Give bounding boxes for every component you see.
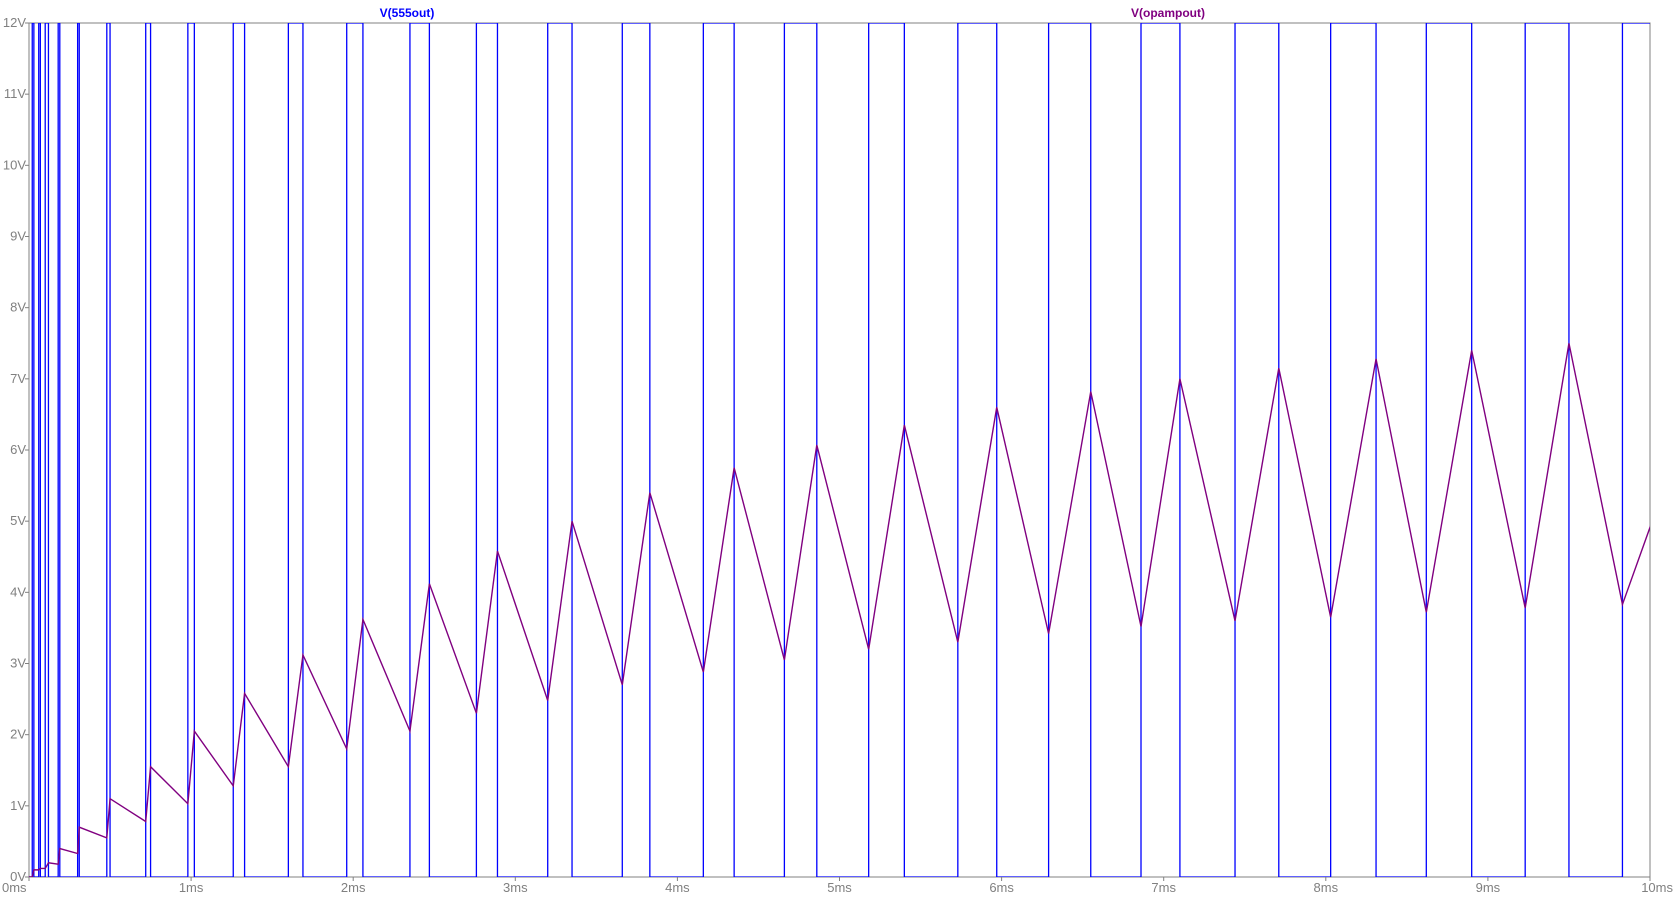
x-tick-label: 1ms <box>179 880 204 895</box>
y-tick-label: 1V <box>10 798 26 813</box>
x-tick-label: 2ms <box>341 880 366 895</box>
series-line-opampout[interactable] <box>29 343 1666 877</box>
y-tick-label: 9V <box>10 229 26 244</box>
y-tick-label: 0V <box>10 869 26 884</box>
y-tick-label: 4V <box>10 584 26 599</box>
y-tick-label: 6V <box>10 442 26 457</box>
series-layer <box>29 23 1675 877</box>
x-tick-label: 6ms <box>989 880 1014 895</box>
y-tick-label: 2V <box>10 727 26 742</box>
legend-label-555out[interactable]: V(555out) <box>380 6 435 20</box>
y-tick-label: 8V <box>10 300 26 315</box>
y-tick-label: 3V <box>10 656 26 671</box>
y-tick-label: 12V <box>3 15 26 30</box>
x-tick-label: 10ms <box>1641 880 1673 895</box>
y-tick-label: 11V <box>4 86 26 101</box>
axis-ticks: 0V 1V 2V 3V 4V 5V 6V 7V 8V 9V 10V 11V 12V 0ms 1ms 2ms 3m… <box>2 15 1673 895</box>
x-tick-label: 5ms <box>827 880 852 895</box>
x-tick-label: 4ms <box>665 880 690 895</box>
y-tick-label: 5V <box>10 513 26 528</box>
x-tick-label: 0ms <box>2 880 27 895</box>
x-tick-label: 8ms <box>1314 880 1339 895</box>
plot-area <box>28 22 1651 878</box>
y-tick-label: 7V <box>10 371 26 386</box>
legend-label-opampout[interactable]: V(opampout) <box>1131 6 1205 20</box>
series-line-555out[interactable] <box>29 23 1675 877</box>
x-tick-label: 7ms <box>1151 880 1176 895</box>
x-tick-label: 3ms <box>503 880 528 895</box>
x-tick-label: 9ms <box>1476 880 1501 895</box>
y-tick-label: 10V <box>3 157 26 172</box>
legend: V(555out) V(opampout) <box>380 6 1205 20</box>
